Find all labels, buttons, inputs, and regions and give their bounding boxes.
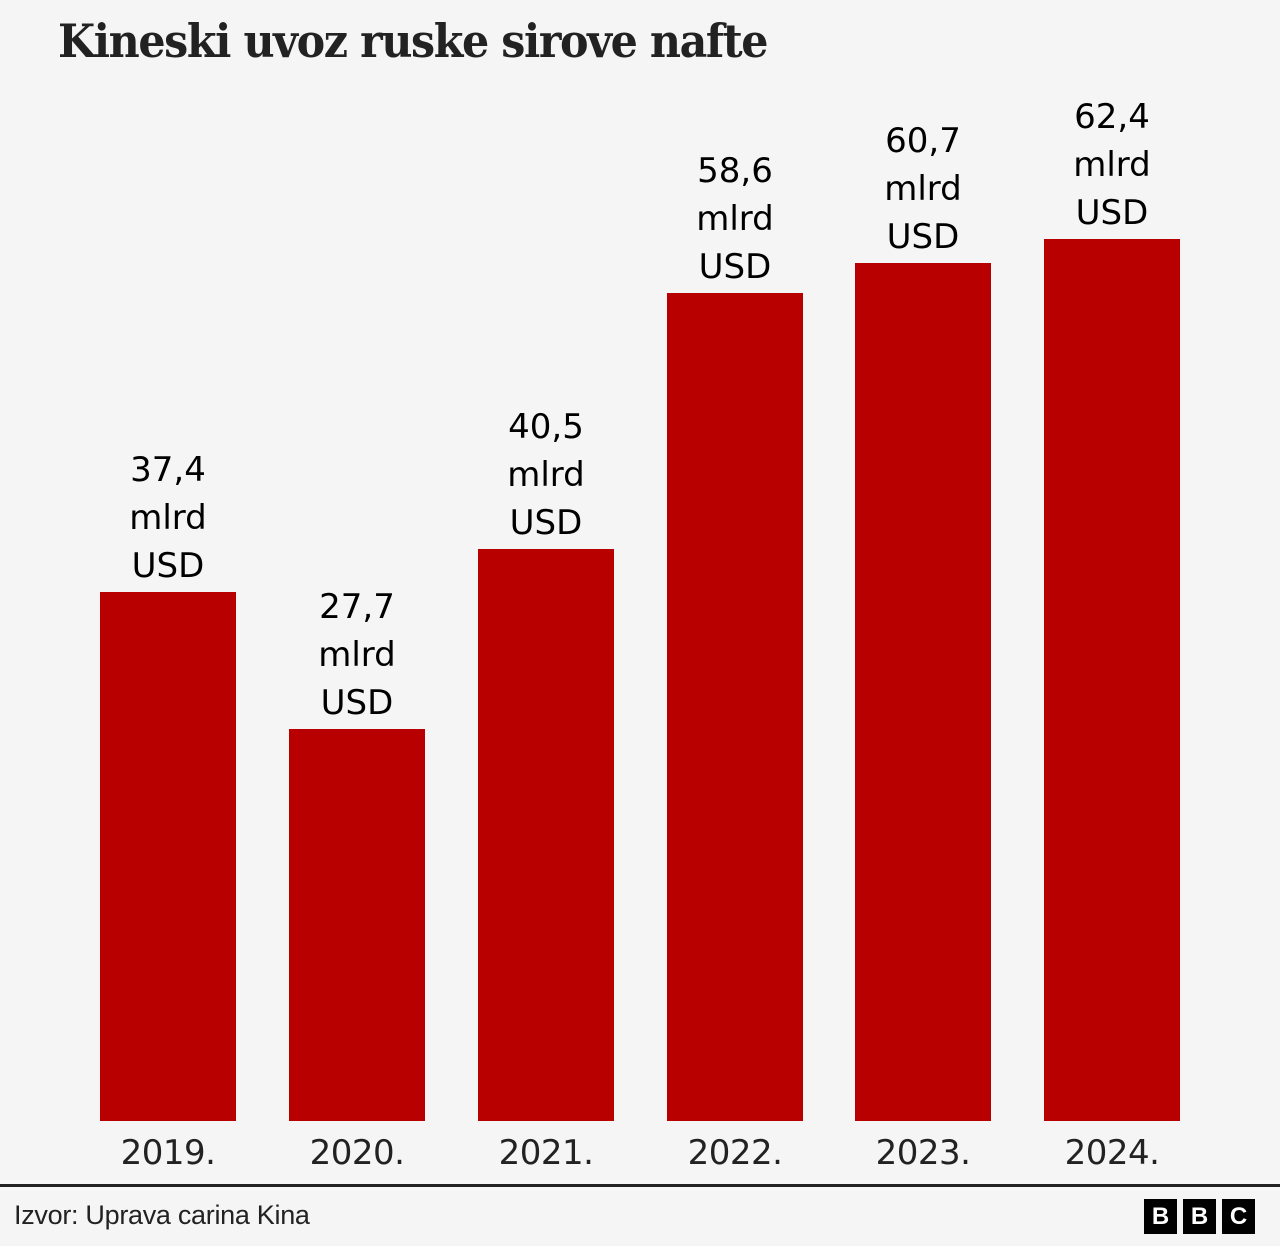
bar-0 xyxy=(100,592,236,1121)
bar-label-unit1: mlrd xyxy=(318,635,396,675)
bar-label-unit2: USD xyxy=(886,217,960,257)
x-axis-label: 2021. xyxy=(498,1133,594,1173)
bar-label-unit1: mlrd xyxy=(507,455,585,495)
bbc-logo-letter: B xyxy=(1183,1199,1216,1234)
bar-value-label: 58,6 mlrd USD xyxy=(647,147,823,291)
source-note: Izvor: Uprava carina Kina xyxy=(14,1200,310,1230)
bar-value-label: 40,5 mlrd USD xyxy=(458,403,634,547)
x-axis-label: 2024. xyxy=(1064,1133,1160,1173)
bar-label-unit2: USD xyxy=(320,683,394,723)
bar-label-value: 62,4 xyxy=(1074,97,1150,137)
bar-label-value: 27,7 xyxy=(319,587,395,627)
bar-label-unit2: USD xyxy=(1075,193,1149,233)
bar-label-unit2: USD xyxy=(131,546,205,586)
bar-value-label: 27,7 mlrd USD xyxy=(269,583,445,727)
bar-value-label: 37,4 mlrd USD xyxy=(80,446,256,590)
x-axis-label: 2020. xyxy=(309,1133,405,1173)
footer-divider xyxy=(0,1184,1280,1187)
bar-label-value: 37,4 xyxy=(130,450,206,490)
bar-1 xyxy=(289,729,425,1121)
bar-label-unit1: mlrd xyxy=(884,169,962,209)
bar-label-unit2: USD xyxy=(698,247,772,287)
bar-3 xyxy=(667,293,803,1121)
bar-4 xyxy=(855,263,991,1121)
x-axis-label: 2023. xyxy=(875,1133,971,1173)
x-axis-label: 2022. xyxy=(687,1133,783,1173)
bar-label-value: 58,6 xyxy=(697,151,773,191)
bar-value-label: 62,4 mlrd USD xyxy=(1024,93,1200,237)
bbc-logo-letter: C xyxy=(1222,1199,1255,1234)
bbc-logo-letter: B xyxy=(1144,1199,1177,1234)
bar-chart: 37,4 mlrd USD 2019. 27,7 mlrd USD 2020. 40,5 mlrd… xyxy=(80,93,1200,1173)
bar-2 xyxy=(478,549,614,1121)
bar-label-value: 60,7 xyxy=(885,121,961,161)
bar-label-unit1: mlrd xyxy=(129,498,207,538)
bar-label-unit1: mlrd xyxy=(696,199,774,239)
x-axis-label: 2019. xyxy=(120,1133,216,1173)
bar-value-label: 60,7 mlrd USD xyxy=(835,117,1011,261)
bar-label-unit2: USD xyxy=(509,503,583,543)
bar-5 xyxy=(1044,239,1180,1121)
bar-label-unit1: mlrd xyxy=(1073,145,1151,185)
bbc-logo: B B C xyxy=(1144,1199,1255,1234)
bar-label-value: 40,5 xyxy=(508,407,584,447)
chart-title: Kineski uvoz ruske sirove nafte xyxy=(58,14,769,68)
